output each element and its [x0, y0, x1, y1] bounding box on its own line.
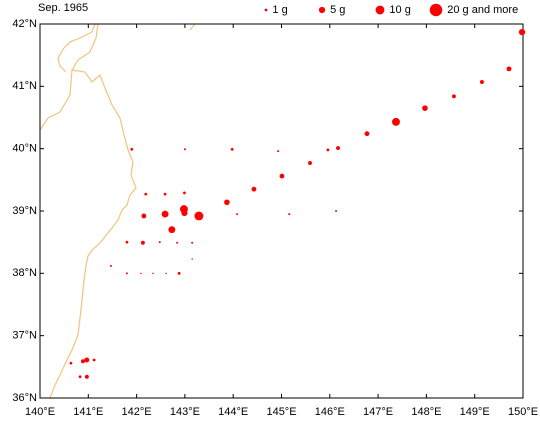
x-tick-label: 142°E — [122, 406, 152, 418]
x-tick-label: 147°E — [363, 406, 393, 418]
catch-point — [177, 271, 181, 275]
legend-label: 20 g and more — [447, 4, 518, 16]
legend-marker — [318, 6, 326, 14]
y-tick-label: 38°N — [12, 267, 37, 279]
x-tick-label: 150°E — [508, 406, 538, 418]
catch-point — [92, 358, 96, 362]
catch-point — [176, 241, 179, 244]
catch-point — [194, 211, 204, 221]
catch-point — [279, 173, 285, 179]
catch-point — [277, 150, 280, 153]
catch-point — [230, 147, 234, 151]
coast-hokkaido — [57, 23, 99, 73]
y-tick-label: 40°N — [12, 143, 37, 155]
catch-point — [181, 209, 188, 217]
catch-point — [140, 272, 142, 275]
plot-frame — [39, 23, 524, 399]
catch-point — [288, 213, 291, 216]
catch-point — [392, 117, 400, 126]
catch-point — [506, 66, 512, 72]
y-tick-label: 37°N — [12, 330, 37, 342]
y-tick-label: 36°N — [12, 392, 37, 404]
catch-point — [125, 272, 128, 275]
catch-point — [165, 272, 167, 275]
catch-point — [364, 131, 370, 137]
y-tick-label: 42°N — [12, 18, 37, 30]
x-tick-label: 148°E — [411, 406, 441, 418]
y-tick-label: 39°N — [12, 205, 37, 217]
catch-point — [140, 240, 145, 245]
catch-point — [422, 105, 428, 111]
x-tick-label: 146°E — [315, 406, 345, 418]
catch-point — [183, 148, 186, 151]
catch-point — [141, 213, 147, 219]
map-title: Sep. 1965 — [38, 2, 88, 14]
catch-point — [158, 241, 161, 244]
legend-marker — [264, 8, 268, 12]
y-tick-label: 41°N — [12, 80, 37, 92]
catch-point — [168, 226, 176, 234]
x-tick-label: 140°E — [25, 406, 55, 418]
catch-point — [191, 241, 194, 244]
catch-point — [451, 94, 456, 99]
catch-point — [69, 361, 73, 365]
coast-islet — [189, 23, 196, 31]
catch-point — [125, 240, 129, 244]
legend-label: 1 g — [272, 4, 287, 16]
catch-point — [130, 147, 134, 151]
catch-point — [251, 186, 257, 192]
catch-point — [308, 161, 312, 165]
x-tick-label: 141°E — [73, 406, 103, 418]
catch-point — [336, 146, 340, 151]
catch-point — [326, 148, 330, 152]
catch-point — [191, 258, 193, 260]
legend-label: 10 g — [389, 4, 410, 16]
catch-point — [183, 191, 186, 195]
coastline — [39, 23, 196, 399]
x-tick-label: 144°E — [218, 406, 248, 418]
catch-point — [163, 192, 167, 196]
x-tick-label: 149°E — [460, 406, 490, 418]
legend-marker — [375, 5, 385, 15]
catch-point — [335, 210, 338, 212]
catch-point — [236, 213, 239, 216]
catch-point — [84, 374, 89, 379]
catch-point — [152, 272, 154, 275]
catch-point — [81, 359, 85, 364]
catch-point — [224, 199, 230, 206]
x-tick-label: 145°E — [266, 406, 296, 418]
x-tick-label: 143°E — [170, 406, 200, 418]
catch-point — [144, 192, 148, 196]
catch-point — [110, 264, 112, 267]
catch-point — [161, 210, 169, 218]
catch-point — [518, 28, 526, 36]
catch-point — [78, 375, 82, 379]
catch-point — [479, 79, 484, 84]
coast-honshu — [39, 69, 137, 399]
legend-label: 5 g — [330, 4, 345, 16]
legend-marker — [429, 3, 443, 17]
catch-point — [84, 357, 90, 363]
